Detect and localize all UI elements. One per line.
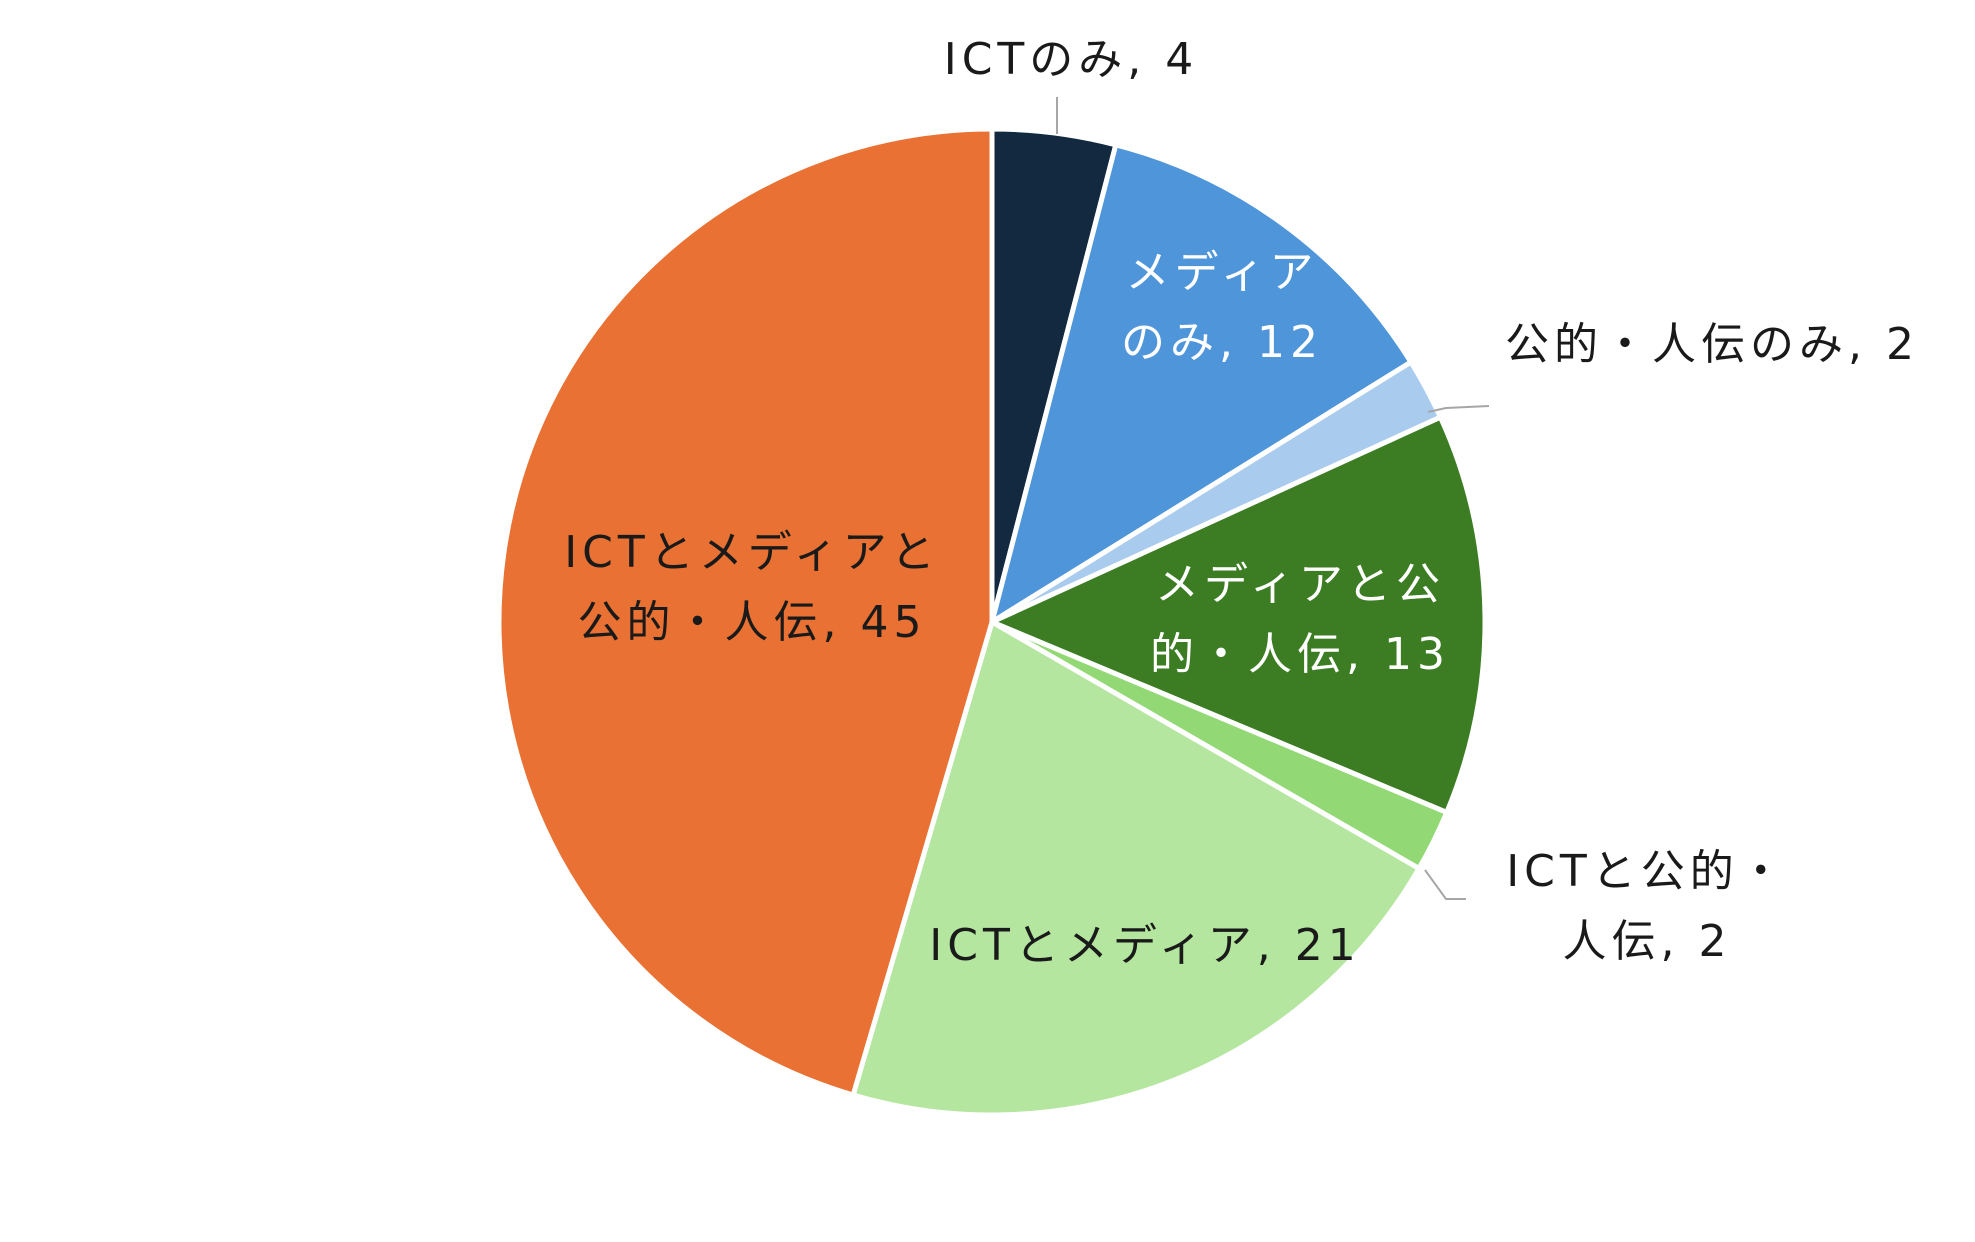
leader-lines xyxy=(1056,97,1490,900)
slice-label-line: 公的・人伝のみ, 2 xyxy=(1505,319,1919,370)
slice-label-line: ICTと公的・ xyxy=(1506,846,1788,897)
slice-label-line: ICTのみ, 4 xyxy=(944,34,1199,85)
slice-label-2: 公的・人伝のみ, 2 xyxy=(1505,319,1919,370)
slice-label-4: ICTと公的・人伝, 2 xyxy=(1506,846,1788,967)
slice-label-6: ICTとメディアと公的・人伝, 45 xyxy=(564,527,940,648)
pie-slice-6 xyxy=(496,126,995,1098)
slice-label-3: メディアと公的・人伝, 13 xyxy=(1150,559,1450,680)
slice-label-5: ICTとメディア, 21 xyxy=(929,920,1360,971)
slice-label-line: メディアと公 xyxy=(1155,559,1445,610)
slice-label-line: のみ, 12 xyxy=(1121,317,1323,368)
data-labels: ICTのみ, 4 メディアのみ, 12 公的・人伝のみ, 2 メディアと公的・人伝, … xyxy=(564,34,1919,971)
slice-label-line: 的・人伝, 13 xyxy=(1150,629,1450,680)
slice-label-0: ICTのみ, 4 xyxy=(944,34,1199,85)
pie-slice-3 xyxy=(989,414,1488,815)
pie-slices xyxy=(496,126,1488,1118)
slice-label-line: 公的・人伝, 45 xyxy=(578,597,927,648)
pie-slice-1 xyxy=(989,142,1414,625)
leader-line-4 xyxy=(1424,869,1466,900)
slice-label-line: メディア xyxy=(1126,247,1319,298)
slice-label-line: ICTとメディアと xyxy=(564,527,940,578)
slice-label-1: メディアのみ, 12 xyxy=(1121,247,1323,368)
leader-line-2 xyxy=(1427,405,1490,413)
slice-label-line: ICTとメディア, 21 xyxy=(929,920,1360,971)
slice-label-line: 人伝, 2 xyxy=(1563,916,1732,967)
pie-slice-5 xyxy=(850,619,1422,1118)
